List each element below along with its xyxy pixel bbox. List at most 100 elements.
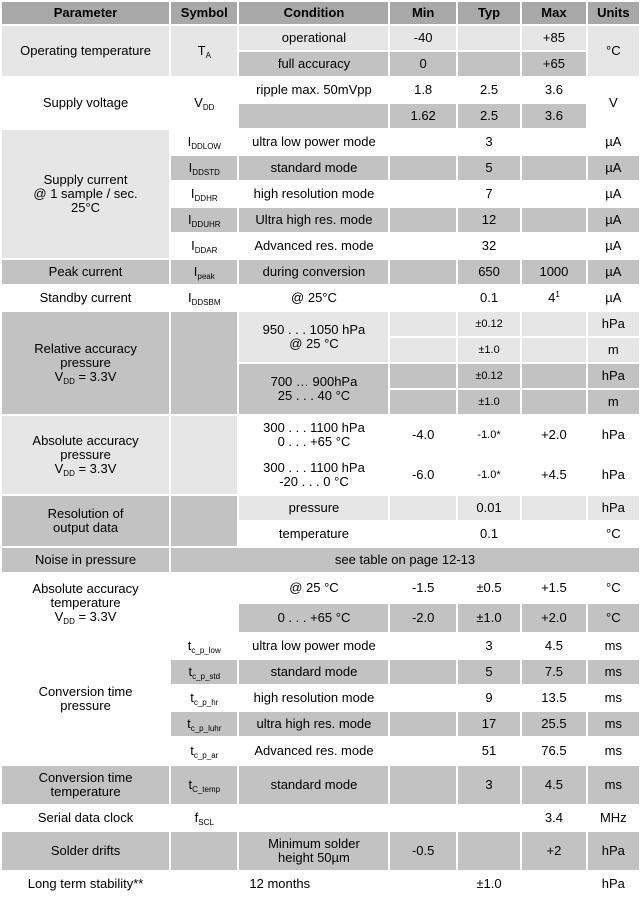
condition-cell: 950 . . . 1050 hPa @ 25 °C bbox=[239, 312, 389, 362]
param-conversion-time-temperature: Conversion time temperature bbox=[2, 766, 170, 804]
symbol-cell bbox=[171, 832, 238, 870]
min-cell: -40 bbox=[390, 26, 456, 50]
condition-cell: operational bbox=[239, 26, 389, 50]
table-row: Absolute accuracy temperature VDD = 3.3V @… bbox=[2, 574, 639, 632]
param-noise: Noise in pressure bbox=[2, 548, 170, 572]
typ-cell: 7 bbox=[457, 182, 521, 206]
max-cell: +4.5 bbox=[522, 456, 586, 494]
table-row: 300 . . . 1100 hPa -20 . . . 0 °C -6.0 -1… bbox=[2, 456, 639, 494]
typ-cell: 51 bbox=[457, 738, 521, 764]
symbol-cell: tc_p_hr bbox=[171, 686, 238, 710]
typ-cell bbox=[457, 806, 521, 830]
unit-cell: °C bbox=[587, 522, 639, 546]
condition-cell: 0 . . . +65 °C bbox=[239, 604, 389, 632]
table-row: Solder drifts Minimum solder height 50µm … bbox=[2, 832, 639, 870]
symbol-cell: tC_temp bbox=[171, 766, 238, 804]
condition-cell: ultra low power mode bbox=[239, 634, 389, 658]
unit-cell: ms bbox=[587, 660, 639, 684]
unit-cell: ms bbox=[587, 712, 639, 736]
param-supply-voltage: Supply voltage bbox=[2, 78, 170, 128]
max-cell bbox=[522, 156, 586, 180]
table-row: IDDAR Advanced res. mode 32 µA bbox=[2, 234, 639, 258]
typ-cell bbox=[457, 52, 521, 76]
unit-cell: °C bbox=[587, 26, 639, 76]
table-row: Conversion time temperature tC_temp stand… bbox=[2, 766, 639, 804]
symbol-cell: IDDHR bbox=[171, 182, 238, 206]
typ-cell: ±0.5 bbox=[457, 574, 521, 602]
min-cell bbox=[390, 312, 456, 336]
min-cell bbox=[390, 208, 456, 232]
typ-cell: 0.1 bbox=[457, 522, 521, 546]
condition-cell: during conversion bbox=[239, 260, 389, 284]
header-units: Units bbox=[587, 2, 639, 24]
min-cell bbox=[390, 660, 456, 684]
unit-cell: µA bbox=[587, 156, 639, 180]
condition-cell: standard mode bbox=[239, 156, 389, 180]
symbol-cell bbox=[171, 312, 238, 414]
min-cell bbox=[390, 182, 456, 206]
param-absolute-accuracy-temperature: Absolute accuracy temperature VDD = 3.3V bbox=[2, 574, 170, 632]
typ-cell: 2.5 bbox=[457, 78, 521, 102]
symbol-cell: tc_p_ar bbox=[171, 738, 238, 764]
min-cell: -1.5 bbox=[390, 574, 456, 602]
param-peak-current: Peak current bbox=[2, 260, 170, 284]
table-row: IDDHR high resolution mode 7 µA bbox=[2, 182, 639, 206]
symbol-cell: fSCL bbox=[171, 806, 238, 830]
condition-cell: high resolution mode bbox=[239, 686, 389, 710]
min-cell bbox=[390, 738, 456, 764]
max-cell bbox=[522, 522, 586, 546]
min-cell bbox=[390, 260, 456, 284]
min-cell bbox=[390, 234, 456, 258]
header-max: Max bbox=[522, 2, 586, 24]
max-cell: +65 bbox=[522, 52, 586, 76]
condition-cell: full accuracy bbox=[239, 52, 389, 76]
table-row: IDDSTD standard mode 5 µA bbox=[2, 156, 639, 180]
typ-cell: 0.01 bbox=[457, 496, 521, 520]
table-row: tc_p_hr high resolution mode 9 13.5 ms bbox=[2, 686, 639, 710]
condition-cell: 700 … 900hPa 25 . . . 40 °C bbox=[239, 364, 389, 414]
max-cell bbox=[522, 390, 586, 414]
header-parameter: Parameter bbox=[2, 2, 170, 24]
min-cell: -0.5 bbox=[390, 832, 456, 870]
max-cell: 1000 bbox=[522, 260, 586, 284]
condition-cell: ultra low power mode bbox=[239, 130, 389, 154]
param-long-term-stability: Long term stability** bbox=[2, 872, 170, 896]
condition-cell bbox=[239, 806, 389, 830]
unit-cell: µA bbox=[587, 286, 639, 310]
max-cell: +2.0 bbox=[522, 604, 586, 632]
min-cell bbox=[390, 286, 456, 310]
table-row: full accuracy 0 +65 bbox=[2, 52, 639, 76]
typ-cell bbox=[457, 26, 521, 50]
header-min: Min bbox=[390, 2, 456, 24]
min-cell: 0 bbox=[390, 52, 456, 76]
max-cell: 4.5 bbox=[522, 634, 586, 658]
min-cell bbox=[390, 390, 456, 414]
typ-cell: 2.5 bbox=[457, 104, 521, 128]
max-cell: +85 bbox=[522, 26, 586, 50]
symbol-cell bbox=[171, 496, 238, 546]
param-supply-current: Supply current @ 1 sample / sec. 25°C bbox=[2, 130, 170, 258]
max-cell: 76.5 bbox=[522, 738, 586, 764]
condition-cell: @ 25°C bbox=[239, 286, 389, 310]
param-resolution: Resolution of output data bbox=[2, 496, 170, 546]
unit-cell: hPa bbox=[587, 832, 639, 870]
min-cell bbox=[390, 712, 456, 736]
condition-cell: ultra high res. mode bbox=[239, 712, 389, 736]
unit-cell: µA bbox=[587, 208, 639, 232]
typ-cell: ±1.0 bbox=[457, 872, 521, 896]
typ-cell: 3 bbox=[457, 634, 521, 658]
table-row: Relative accuracy pressure VDD = 3.3V 950 … bbox=[2, 312, 639, 414]
typ-cell: 5 bbox=[457, 660, 521, 684]
min-cell: 1.8 bbox=[390, 78, 456, 102]
min-cell bbox=[390, 496, 456, 520]
min-cell bbox=[390, 522, 456, 546]
min-cell bbox=[390, 766, 456, 804]
table-row: Supply current @ 1 sample / sec. 25°C IDDL… bbox=[2, 130, 639, 258]
unit-cell: hPa bbox=[587, 456, 639, 494]
min-cell bbox=[390, 872, 456, 896]
unit-cell: hPa bbox=[587, 496, 639, 520]
table-row: IDDUHR Ultra high res. mode 12 µA bbox=[2, 208, 639, 232]
param-relative-accuracy: Relative accuracy pressure VDD = 3.3V bbox=[2, 312, 170, 414]
symbol-cell: TA bbox=[171, 26, 238, 76]
typ-cell: ±0.12 bbox=[457, 364, 521, 388]
